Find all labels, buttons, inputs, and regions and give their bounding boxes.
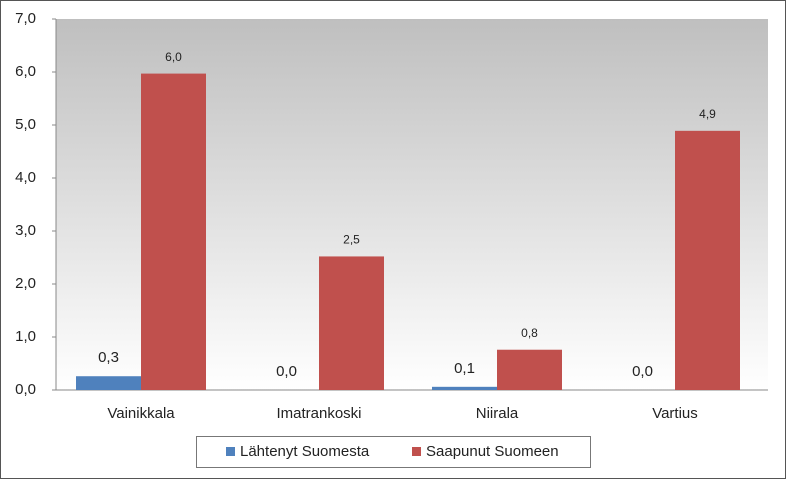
y-tick-label: 7,0	[15, 10, 36, 27]
y-tick-label: 1,0	[15, 328, 36, 345]
value-label: 6,0	[165, 50, 182, 64]
legend-label: Lähtenyt Suomesta	[240, 443, 370, 460]
value-label: 0,1	[454, 360, 475, 377]
y-tick-label: 6,0	[15, 63, 36, 80]
value-label: 0,0	[632, 363, 653, 380]
legend-box	[196, 436, 591, 468]
legend-label: Saapunut Suomeen	[426, 443, 559, 460]
x-tick-label: Vainikkala	[107, 405, 175, 422]
x-tick-label: Vartius	[652, 405, 698, 422]
y-tick-label: 5,0	[15, 116, 36, 133]
y-tick-label: 2,0	[15, 275, 36, 292]
bar	[141, 73, 206, 390]
bar	[319, 256, 384, 390]
value-label: 2,5	[343, 233, 360, 247]
value-label: 4,9	[699, 107, 716, 121]
bar	[675, 130, 740, 390]
x-tick-label: Imatrankoski	[276, 405, 361, 422]
y-tick-label: 4,0	[15, 169, 36, 186]
bar	[432, 386, 497, 390]
bar	[76, 376, 141, 390]
legend-swatch	[412, 447, 421, 456]
y-tick-label: 3,0	[15, 222, 36, 239]
legend-swatch	[226, 447, 235, 456]
bar	[497, 349, 562, 390]
value-label: 0,3	[98, 349, 119, 366]
value-label: 0,8	[521, 326, 538, 340]
value-label: 0,0	[276, 363, 297, 380]
x-tick-label: Niirala	[476, 405, 519, 422]
y-tick-label: 0,0	[15, 381, 36, 398]
